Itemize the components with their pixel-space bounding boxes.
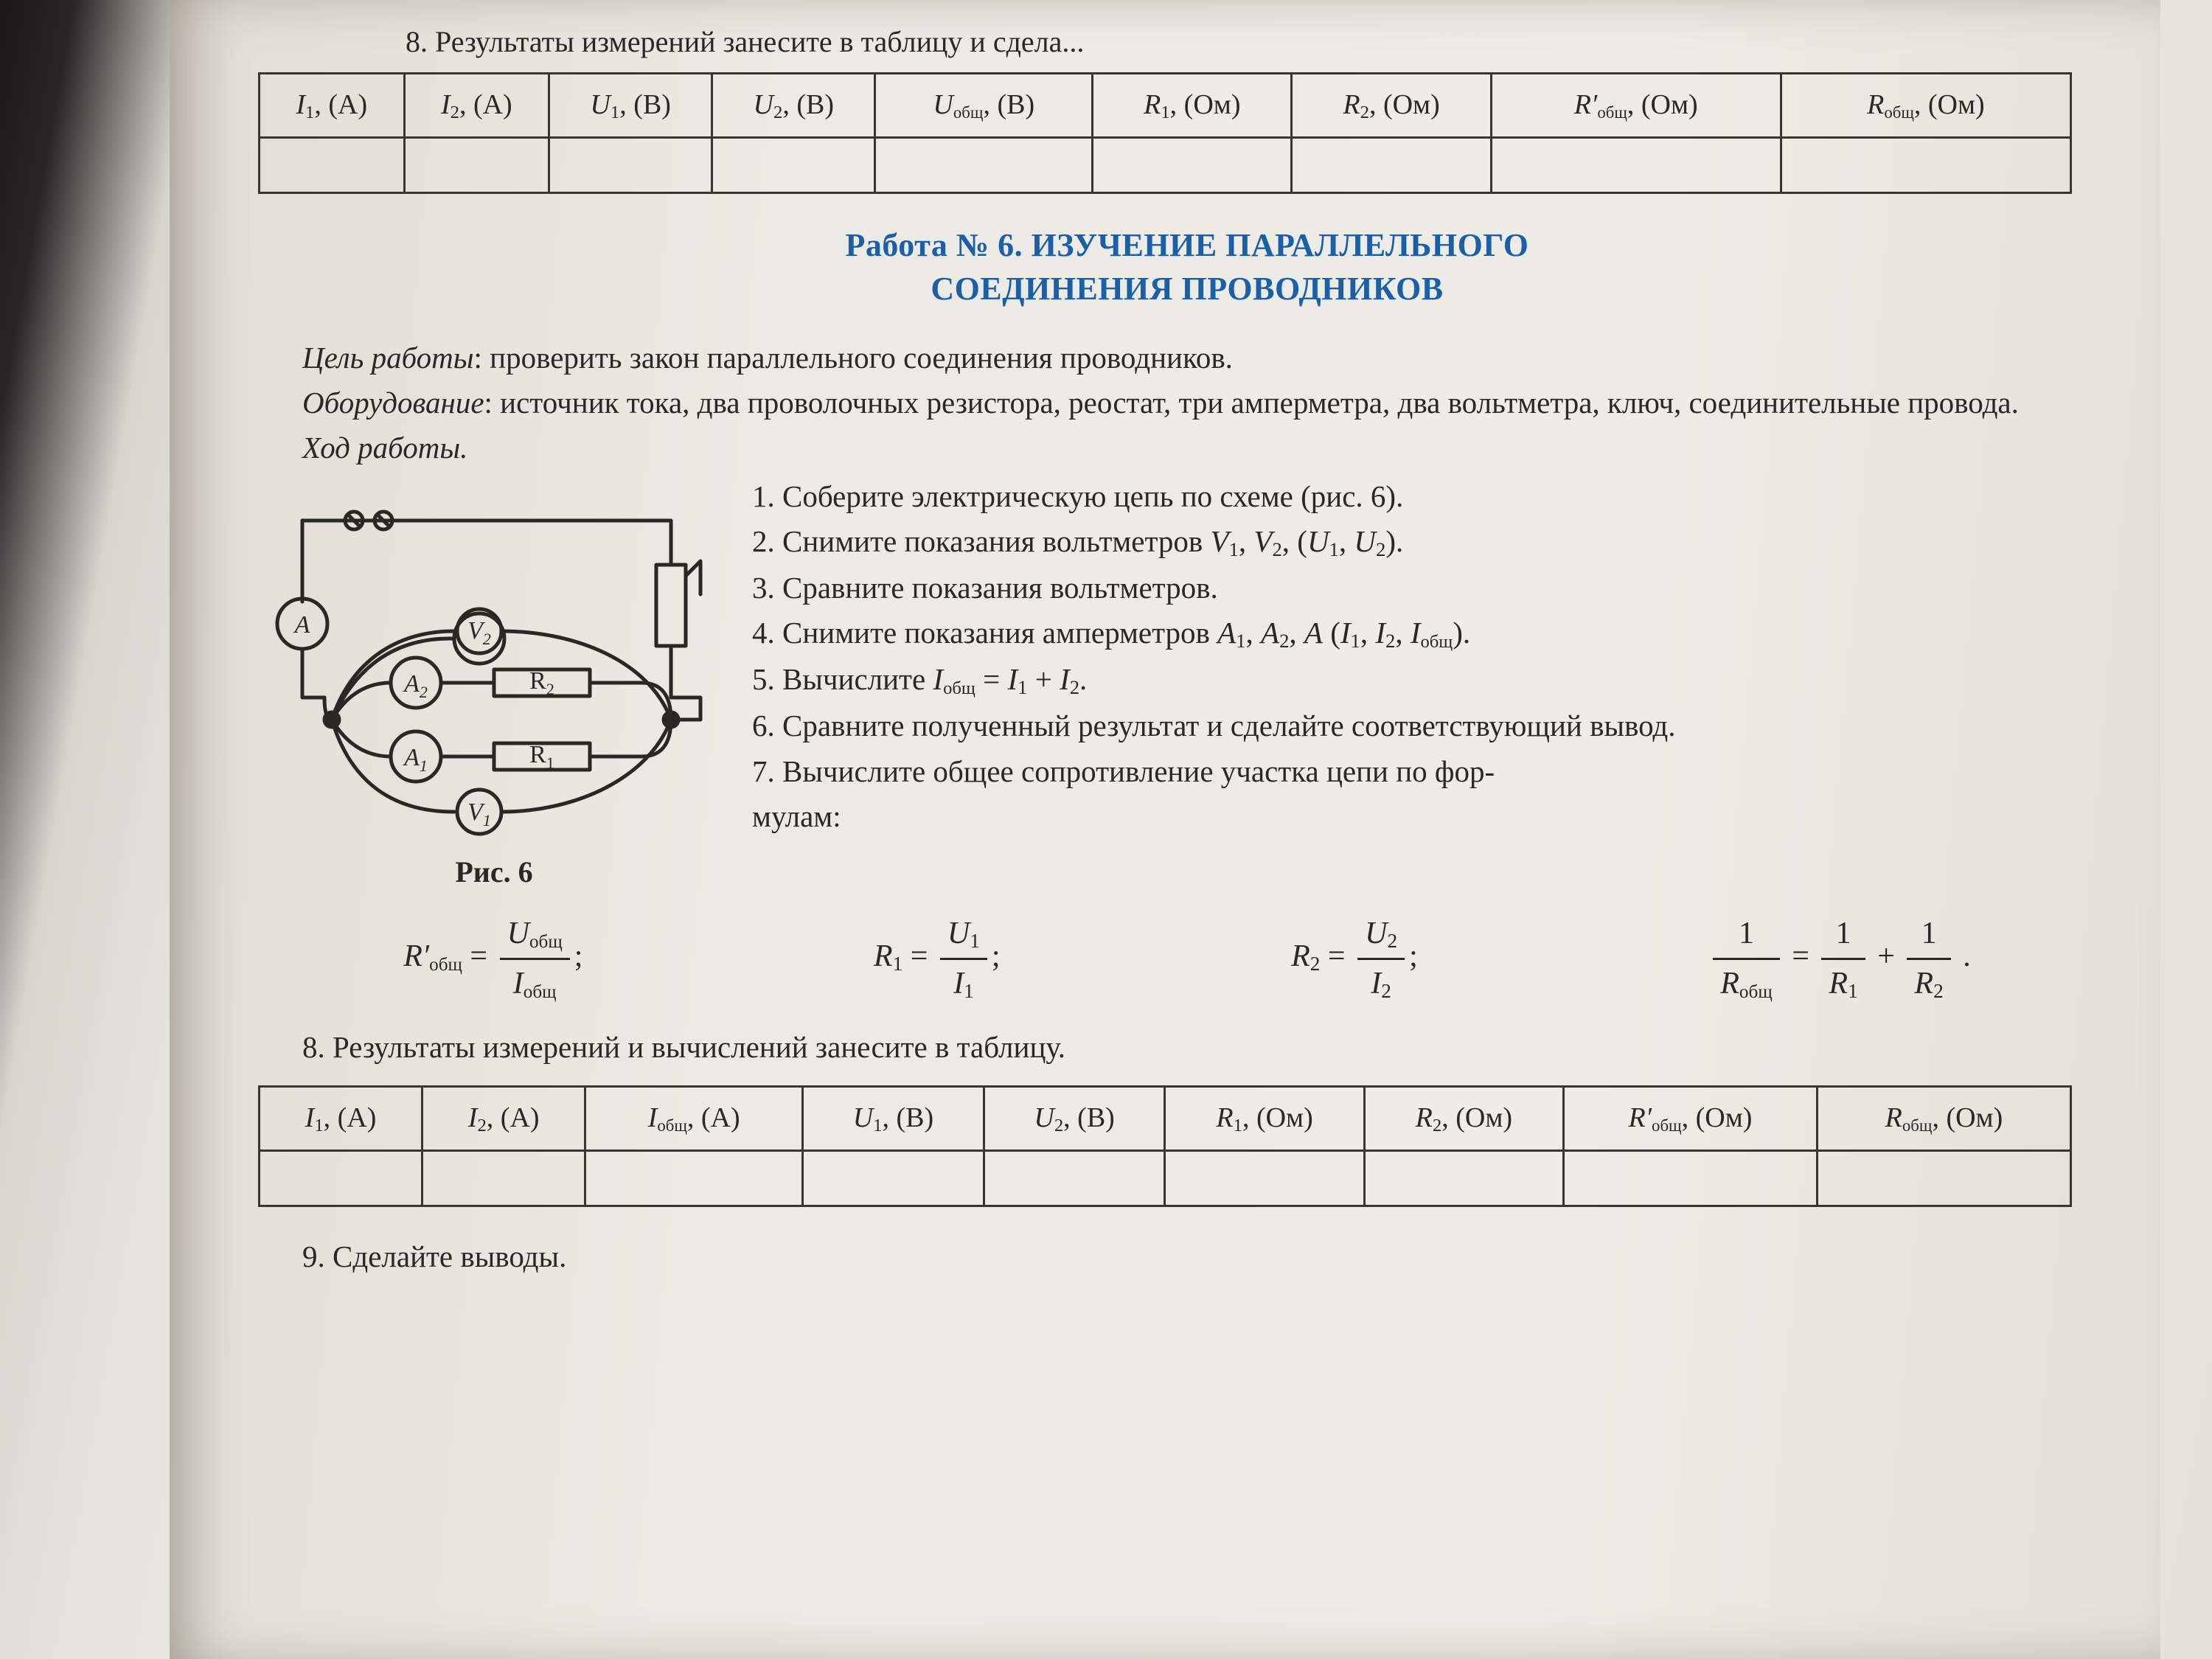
step: 6. Сравните полученный результат и сдела… <box>752 706 2116 746</box>
step: 7. Вычислите общее сопротивление участка… <box>752 751 2116 792</box>
table-row <box>260 1151 2071 1206</box>
svg-text:R2: R2 <box>529 667 554 698</box>
figure-caption: Рис. 6 <box>258 852 730 892</box>
table-2: I1, (A) I2, (A) Iобщ, (A) U1, (B) U2, (B… <box>258 1085 2072 1207</box>
step: 3. Сравните показания вольтметров. <box>752 568 2116 608</box>
col-head: I1, (A) <box>260 1087 422 1151</box>
col-head: R2, (Ом) <box>1364 1087 1563 1151</box>
work-title: Работа № 6. ИЗУЧЕНИЕ ПАРАЛЛЕЛЬНОГО СОЕДИ… <box>258 223 2116 311</box>
formula: R1 = U1I1; <box>874 913 1001 1005</box>
formula: R′общ = UобщIобщ; <box>403 913 582 1005</box>
body-text: Цель работы: проверить закон параллельно… <box>258 338 2116 469</box>
title-line: Работа № 6. ИЗУЧЕНИЕ ПАРАЛЛЕЛЬНОГО <box>846 227 1529 263</box>
equip-text: : источник тока, два проволочных резисто… <box>484 386 2019 420</box>
col-head: R2, (Ом) <box>1292 74 1491 138</box>
textbook-page: 8. Результаты измерений занесите в табли… <box>170 0 2160 1659</box>
step: 5. Вычислите Iобщ = I1 + I2. <box>752 659 2116 701</box>
col-head: R′общ, (Ом) <box>1491 74 1781 138</box>
col-head: I2, (A) <box>422 1087 585 1151</box>
svg-text:V1: V1 <box>467 799 491 830</box>
col-head: U2, (B) <box>984 1087 1165 1151</box>
table-1: I1, (A) I2, (A) U1, (B) U2, (B) Uобщ, (B… <box>258 72 2072 194</box>
formula: 1Rобщ = 1R1 + 1R2 . <box>1708 913 1970 1005</box>
goal-label: Цель работы <box>302 341 474 375</box>
col-head: Rобщ, (Ом) <box>1817 1087 2070 1151</box>
col-head: R1, (Ом) <box>1165 1087 1364 1151</box>
col-head: U1, (B) <box>803 1087 984 1151</box>
col-head: U2, (B) <box>712 74 875 138</box>
svg-text:A2: A2 <box>403 670 428 701</box>
svg-text:R1: R1 <box>529 741 554 772</box>
table-row: I1, (A) I2, (A) Iобщ, (A) U1, (B) U2, (B… <box>260 1087 2071 1151</box>
steps-list: 1. Соберите электрическую цепь по схеме … <box>752 476 2116 842</box>
proc-label: Ход работы. <box>302 431 467 465</box>
circuit-svg: A V2 A2 R2 A1 R1 V1 <box>258 476 730 845</box>
col-head: Rобщ, (Ом) <box>1781 74 2070 138</box>
step: 4. Снимите показания амперметров A1, A2,… <box>752 613 2116 655</box>
step-8: 8. Результаты измерений и вычислений зан… <box>258 1027 2116 1068</box>
col-head: Iобщ, (A) <box>585 1087 803 1151</box>
col-head: R1, (Ом) <box>1093 74 1292 138</box>
table-row: I1, (A) I2, (A) U1, (B) U2, (B) Uобщ, (B… <box>260 74 2071 138</box>
col-head: Uобщ, (B) <box>875 74 1093 138</box>
svg-text:V2: V2 <box>467 617 491 648</box>
table-row <box>260 138 2071 193</box>
step: 2. Снимите показания вольтметров V1, V2,… <box>752 521 2116 563</box>
step-9: 9. Сделайте выводы. <box>258 1237 2116 1277</box>
truncated-prev-line: 8. Результаты измерений занесите в табли… <box>361 22 2116 62</box>
formula: R2 = U2I2; <box>1291 913 1418 1005</box>
svg-text:A: A <box>293 611 310 639</box>
formulas-row: R′общ = UобщIобщ; R1 = U1I1; R2 = U2I2; … <box>258 913 2116 1005</box>
col-head: R′общ, (Ом) <box>1563 1087 1817 1151</box>
col-head: I1, (A) <box>260 74 405 138</box>
goal-text: : проверить закон параллельного соединен… <box>474 341 1233 375</box>
col-head: I2, (A) <box>404 74 549 138</box>
col-head: U1, (B) <box>549 74 712 138</box>
step: 1. Соберите электрическую цепь по схеме … <box>752 476 2116 517</box>
title-line: СОЕДИНЕНИЯ ПРОВОДНИКОВ <box>931 271 1443 307</box>
step: мулам: <box>752 796 2116 837</box>
svg-text:A1: A1 <box>403 744 428 775</box>
circuit-figure: A V2 A2 R2 A1 R1 V1 Рис. 6 <box>258 476 730 892</box>
equip-label: Оборудование <box>302 386 484 420</box>
